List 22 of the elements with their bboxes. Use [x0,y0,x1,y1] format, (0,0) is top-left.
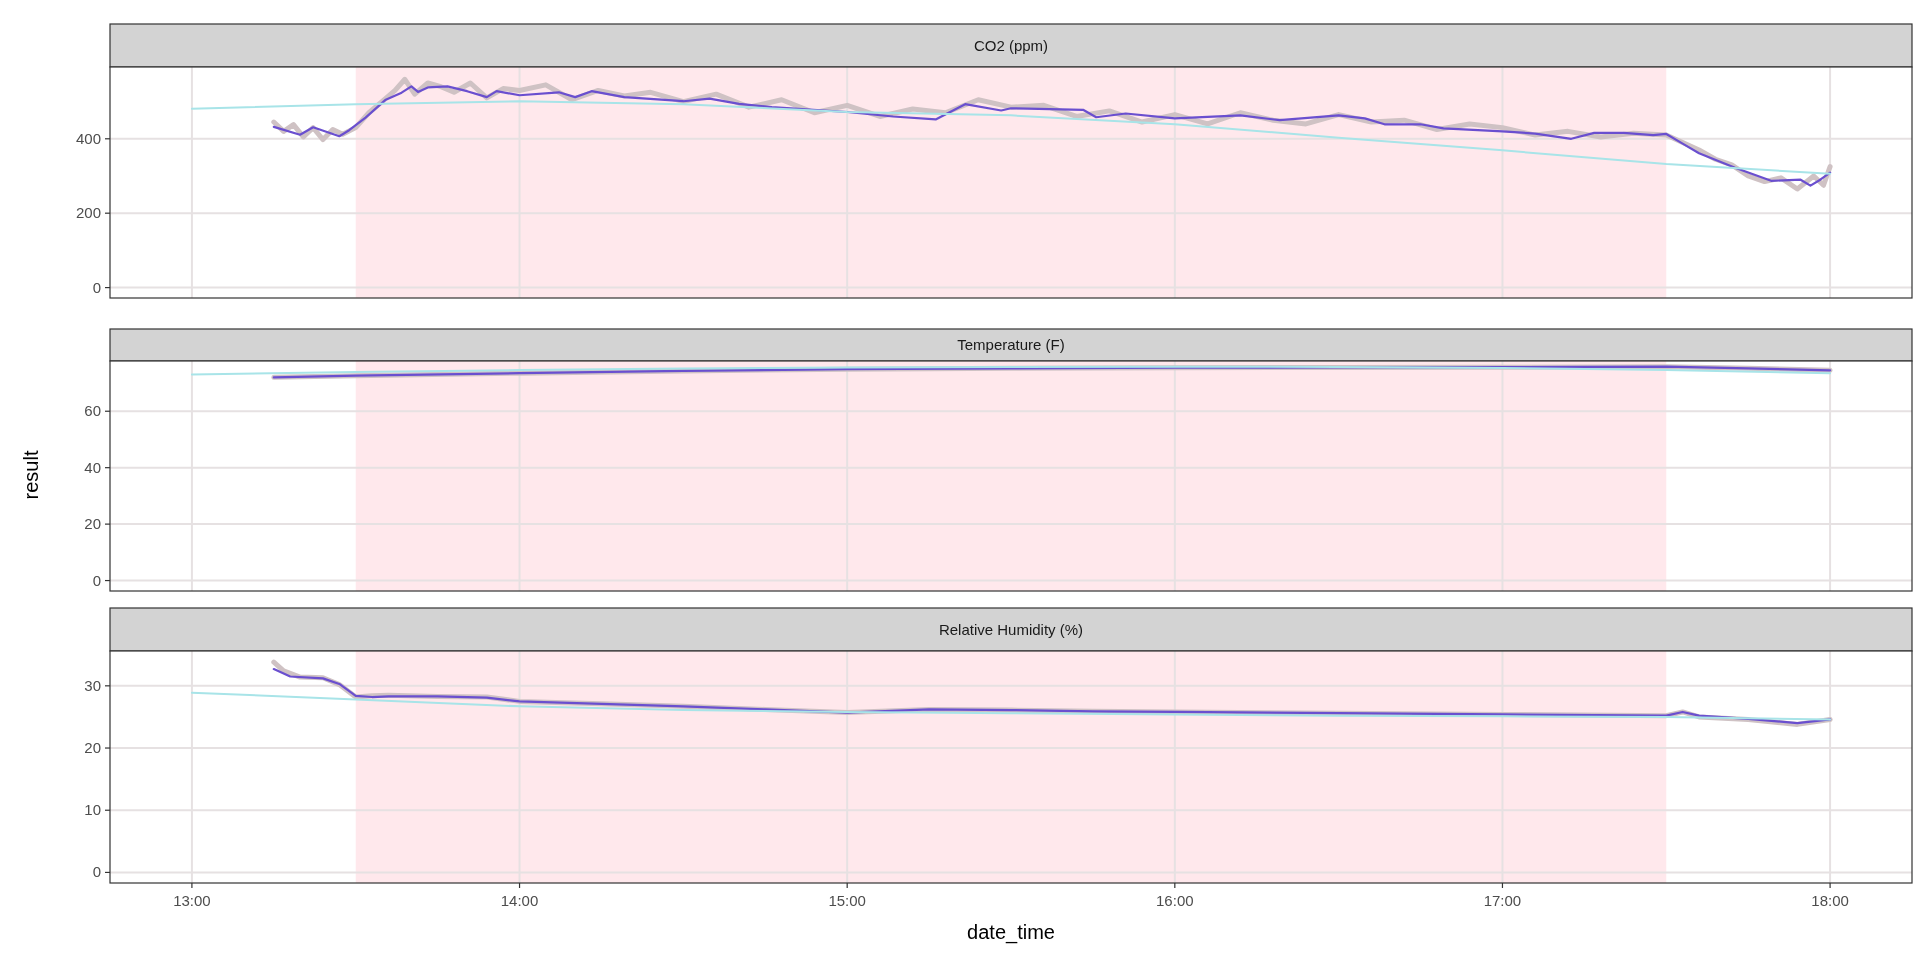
x-tick-label: 17:00 [1483,892,1522,909]
x-tick-label: 16:00 [1156,892,1194,909]
x-tick-label: 13:00 [173,892,211,909]
y-tick-label: 20 [84,515,101,533]
y-tick-label: 0 [92,278,101,296]
x-tick-label: 15:00 [828,892,866,909]
y-tick-label: 20 [84,739,101,757]
chart-title: CO2 (ppm) [973,36,1049,54]
y-axis-title: result [20,450,42,500]
x-tick-label: 14:00 [500,892,539,909]
x-axis-title: date_time [967,921,1055,944]
y-tick-label: 30 [84,676,101,694]
chart-title: Temperature (F) [957,336,1065,353]
y-tick-label: 0 [92,863,101,881]
y-tick-label: 40 [84,458,101,476]
x-tick-label: 18:00 [1811,892,1849,909]
chart-title: Relative Humidity (%) [938,620,1084,638]
y-tick-label: 200 [75,204,101,222]
y-tick-label: 400 [75,129,101,147]
y-tick-label: 60 [84,402,101,420]
y-tick-label: 0 [92,571,101,589]
y-tick-label: 10 [84,801,101,819]
